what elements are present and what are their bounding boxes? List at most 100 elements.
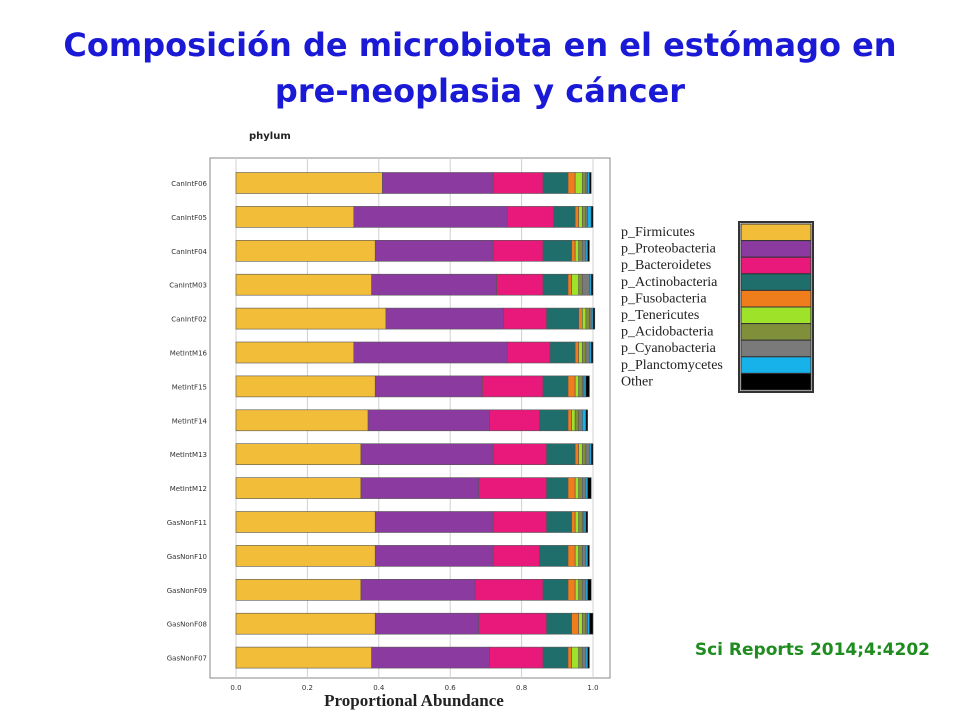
bar-segment [571, 409, 576, 432]
bar-segment [581, 578, 587, 601]
bar-segment [546, 477, 569, 499]
bar-segment [360, 477, 480, 499]
bar-segment [553, 206, 576, 228]
bar-segment [571, 612, 580, 635]
bar-segment [574, 477, 580, 499]
bar-segment [578, 545, 583, 567]
bar-segment [578, 375, 583, 398]
bar-segment [496, 273, 544, 296]
bar-segment [574, 511, 580, 533]
legend-label: Other [621, 374, 653, 389]
legend-swatch [740, 372, 812, 391]
legend-label: p_Acidobacteria [621, 325, 714, 340]
bar-segment [581, 206, 587, 228]
bar-segment [567, 545, 576, 567]
legend-swatch [740, 323, 812, 341]
bar-segment [587, 477, 592, 499]
bar-segment [371, 273, 497, 296]
legend-swatch [740, 356, 812, 374]
bar-segment [567, 477, 576, 499]
legend-swatch [740, 256, 812, 275]
bar-segment [574, 375, 580, 398]
bar-segment [235, 477, 362, 499]
legend-swatch [740, 240, 812, 258]
bar-segment [578, 409, 583, 432]
bar-segment [235, 443, 362, 466]
x-tick-labels: 0.0 0.2 0.4 0.6 0.8 1.0 [230, 684, 598, 692]
y-tick-label: CanIntF06 [171, 180, 207, 188]
bar-segment [235, 409, 369, 432]
bar-segment [578, 646, 583, 669]
bar-segment [581, 273, 590, 296]
bar-segment [549, 341, 576, 364]
bar-segment [581, 545, 587, 567]
legend-swatch [740, 273, 812, 291]
bar-segment [235, 545, 376, 567]
bar-segment [581, 240, 587, 262]
y-tick-label: GasNonF07 [167, 655, 207, 663]
bar-segment [567, 578, 576, 601]
bar-segment [385, 307, 505, 330]
bar-segment [578, 206, 583, 228]
bar-segment [574, 578, 580, 601]
bar-segment [585, 409, 588, 432]
bar-segment [542, 375, 569, 398]
legend-label: p_Tenericutes [621, 308, 699, 323]
bar-segment [581, 409, 587, 432]
y-tick-label: GasNonF10 [167, 553, 207, 561]
legend: p_Firmicutes p_Proteobacteriap_Bacteroide… [621, 221, 814, 393]
bar-segment [542, 240, 572, 262]
bar-segment [360, 443, 494, 466]
bar-segment [581, 612, 587, 635]
bar-segment [507, 206, 555, 228]
y-tick-label: GasNonF08 [167, 621, 207, 629]
legend-label: p_Fusobacteria [621, 291, 707, 306]
bar-segment [539, 545, 569, 567]
y-tick-label: GasNonF09 [167, 587, 207, 595]
bar-segment [374, 612, 480, 635]
bar-segment [578, 511, 583, 533]
legend-swatch [740, 223, 812, 242]
bar-segment [567, 273, 572, 296]
bar-segment [590, 443, 594, 466]
bar-segment [574, 206, 580, 228]
bar-segment [589, 612, 594, 635]
bar-segment [503, 307, 547, 330]
bar-segment [578, 612, 583, 635]
bar-segment [482, 375, 544, 398]
bar-segment [546, 511, 572, 533]
bar-segment [235, 206, 355, 228]
bar-segment [571, 273, 580, 296]
legend-swatch [740, 306, 812, 325]
y-tick-label: MetIntM16 [170, 350, 208, 358]
bar-segment [585, 511, 588, 533]
bar-segment [382, 172, 494, 194]
legend-label: p_Cyanobacteria [621, 341, 717, 356]
bar-segment [542, 273, 569, 296]
bar-segment [581, 477, 587, 499]
bar-segment [587, 240, 590, 262]
y-tick-label: CanIntF05 [171, 214, 207, 222]
bar-segment [489, 646, 544, 669]
bar-segment [374, 375, 483, 398]
chart-title: phylum [249, 131, 291, 142]
bar-segment [590, 206, 594, 228]
x-tick-label: 0.6 [445, 684, 457, 692]
bar-segment [587, 206, 592, 228]
bar-segment [235, 172, 383, 194]
bar-segment [489, 409, 540, 432]
x-tick-label: 0.4 [373, 684, 385, 692]
bar-segment [578, 578, 583, 601]
bar-segment [574, 240, 580, 262]
legend-label: p_Planctomycetes [621, 358, 723, 373]
bar-segment [590, 273, 594, 296]
y-tick-labels: CanIntF06 CanIntF05 CanIntF04 CanIntM03 CanI… [167, 180, 208, 663]
bar-segment [235, 375, 376, 398]
bar-segment [578, 307, 583, 330]
bar-segment [567, 646, 572, 669]
bar-segment [567, 375, 576, 398]
bar-segment [235, 612, 376, 635]
x-tick-label: 1.0 [587, 684, 598, 692]
bar-segment [474, 578, 544, 601]
